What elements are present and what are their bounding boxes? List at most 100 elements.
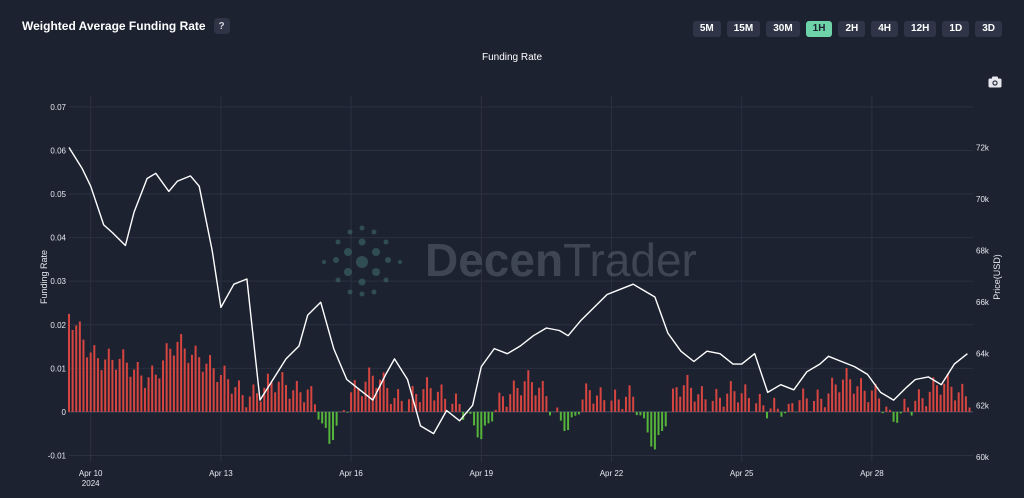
funding-bar [165,343,168,412]
y-tick-label: -0.01 [48,451,67,460]
funding-bar [107,348,110,412]
funding-bar [263,387,266,412]
funding-bar [567,411,570,431]
funding-bar [711,400,714,412]
funding-bar [223,365,226,412]
funding-bar [867,402,870,412]
funding-bar [621,408,624,412]
funding-bar [183,348,186,412]
funding-rate-bars [68,313,971,450]
timeframe-3d[interactable]: 3D [975,21,1002,37]
funding-bar [791,403,794,412]
funding-bar [527,370,530,412]
funding-bar [755,403,758,412]
funding-bar [646,411,649,433]
funding-bar [201,371,204,412]
funding-bar [671,388,674,412]
funding-bar [903,398,906,412]
funding-bar [585,383,588,412]
funding-bar [71,329,74,412]
funding-bar [686,375,689,412]
timeframe-12h[interactable]: 12H [904,21,937,37]
funding-bar [831,377,834,412]
funding-bar [733,391,736,412]
funding-bar [473,411,476,426]
logo-dot [322,260,326,264]
funding-bar [682,385,685,412]
funding-bar [375,387,378,412]
funding-bar [534,395,537,412]
funding-bar [78,321,81,412]
funding-bar [93,345,96,412]
funding-bar [661,411,664,432]
funding-bar [125,362,128,412]
price-line-group [68,147,968,435]
funding-bar [100,370,103,412]
y-tick-label: 0.04 [50,234,66,243]
funding-bar [888,409,891,412]
funding-bar [776,408,779,412]
funding-bar [784,411,787,414]
funding-bar [863,390,866,412]
funding-bar [766,411,768,419]
funding-bar [140,375,143,412]
funding-bar [704,399,707,412]
funding-bar [382,372,385,412]
funding-bar [635,411,638,416]
timeframe-30m[interactable]: 30M [766,21,800,37]
funding-bar [516,388,519,412]
funding-bar [954,400,957,412]
logo-dot [356,256,368,268]
funding-bar [881,411,884,414]
funding-bar [190,354,193,412]
logo-dot [359,291,365,297]
right-axis: 60k 62k 64k 66k 68k 70k 72k [976,144,990,462]
y-tick-label: 0.05 [50,190,66,199]
funding-bar [744,384,747,412]
funding-bar [860,378,863,412]
funding-bar [946,373,949,412]
timeframe-15m[interactable]: 15M [726,21,761,37]
funding-bar [718,397,721,412]
funding-bar [556,407,559,412]
funding-bar [303,402,306,412]
timeframe-1d[interactable]: 1D [942,21,970,37]
logo-dot [371,289,377,295]
timeframe-5m[interactable]: 5M [692,21,721,37]
chart-title: Funding Rate [481,52,543,63]
y2-tick-label: 66k [976,298,990,307]
funding-bar [321,411,324,424]
funding-bar [816,389,819,412]
funding-bar [342,410,345,412]
funding-bar [393,397,396,412]
camera-icon[interactable] [988,76,1002,88]
funding-bar [129,376,132,412]
y-tick-label: 0.03 [50,277,66,286]
funding-bar [563,411,566,431]
funding-bar [643,411,646,419]
y2-tick-label: 68k [976,247,990,256]
funding-bar [838,392,841,412]
funding-bar [935,385,938,412]
funding-bar [632,396,635,412]
funding-bar [538,387,541,412]
funding-bar [957,392,960,412]
funding-bar [407,399,410,412]
timeframe-selector: 5M 15M 30M 1H 2H 4H 12H 1D 3D [692,21,1002,37]
y-tick-label: 0.06 [50,146,66,155]
funding-bar [86,357,89,412]
timeframe-4h[interactable]: 4H [871,21,899,37]
funding-bar [169,348,172,412]
funding-bar [823,407,826,412]
funding-bar [523,381,526,412]
funding-bar [418,402,421,412]
funding-bar [299,392,302,412]
help-icon[interactable]: ? [213,18,230,34]
timeframe-2h[interactable]: 2H [838,21,866,37]
funding-bar [773,397,776,412]
funding-bar [614,389,617,412]
logo-dot [344,248,352,256]
timeframe-1h[interactable]: 1H [805,21,833,37]
